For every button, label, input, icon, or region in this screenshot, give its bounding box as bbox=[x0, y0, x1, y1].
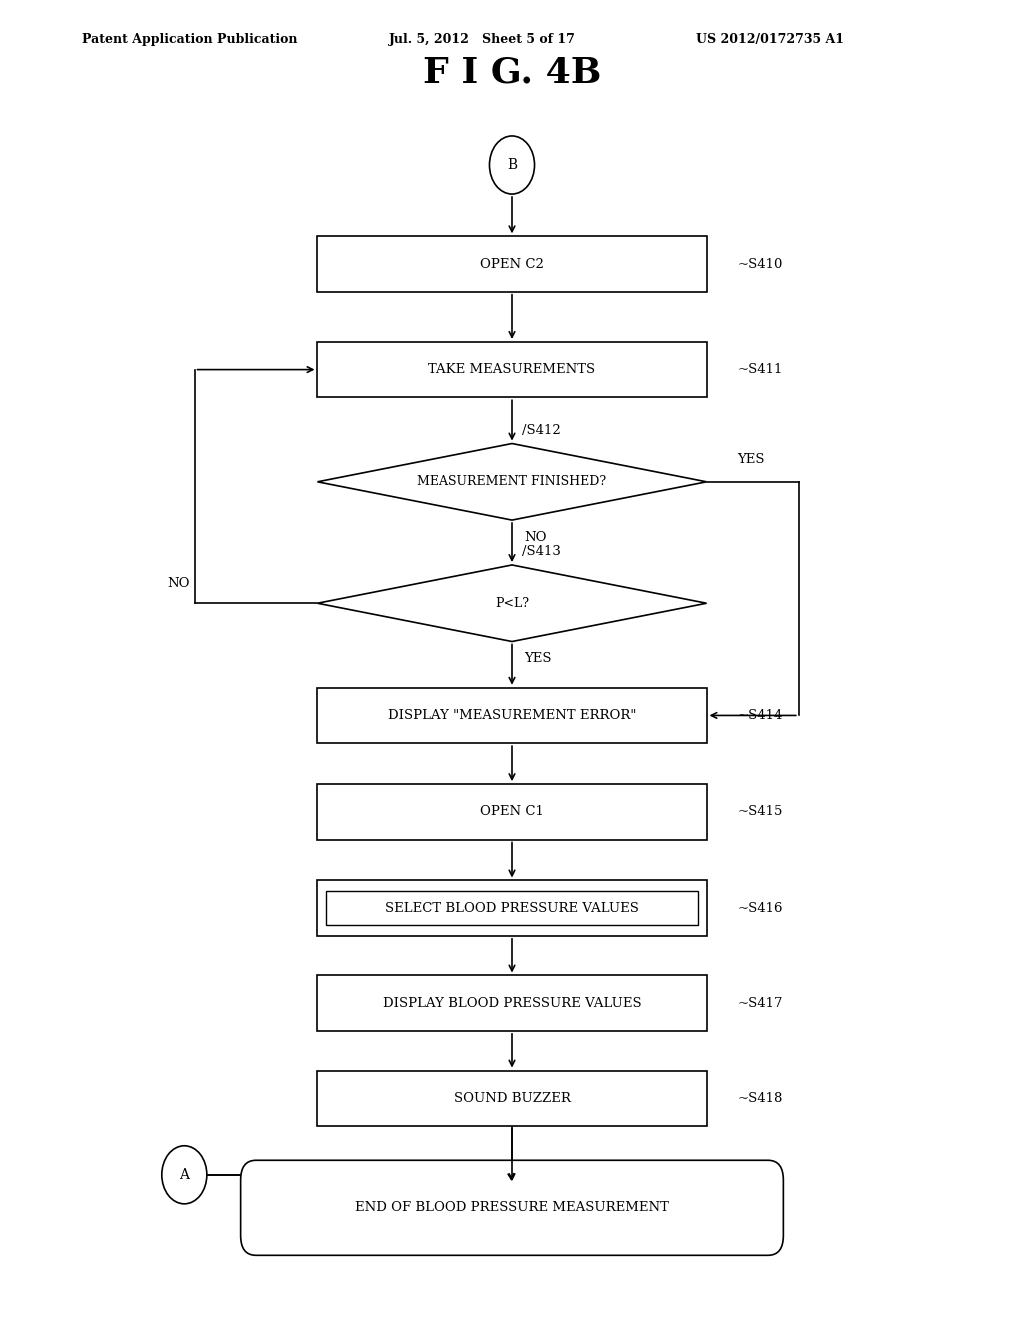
Text: SELECT BLOOD PRESSURE VALUES: SELECT BLOOD PRESSURE VALUES bbox=[385, 902, 639, 915]
FancyBboxPatch shape bbox=[317, 236, 707, 292]
Circle shape bbox=[162, 1146, 207, 1204]
FancyBboxPatch shape bbox=[317, 975, 707, 1031]
Text: YES: YES bbox=[737, 453, 765, 466]
Text: ~S410: ~S410 bbox=[737, 257, 782, 271]
Text: END OF BLOOD PRESSURE MEASUREMENT: END OF BLOOD PRESSURE MEASUREMENT bbox=[355, 1201, 669, 1214]
Text: /S412: /S412 bbox=[522, 424, 561, 437]
FancyBboxPatch shape bbox=[317, 880, 707, 936]
Text: ~S417: ~S417 bbox=[737, 997, 782, 1010]
Text: ~S416: ~S416 bbox=[737, 902, 782, 915]
Text: TAKE MEASUREMENTS: TAKE MEASUREMENTS bbox=[428, 363, 596, 376]
Text: F I G. 4B: F I G. 4B bbox=[423, 55, 601, 90]
Text: MEASUREMENT FINISHED?: MEASUREMENT FINISHED? bbox=[418, 475, 606, 488]
Text: NO: NO bbox=[524, 531, 547, 544]
Text: YES: YES bbox=[524, 652, 552, 665]
Text: /S413: /S413 bbox=[522, 545, 561, 558]
Text: Jul. 5, 2012   Sheet 5 of 17: Jul. 5, 2012 Sheet 5 of 17 bbox=[389, 33, 575, 46]
Polygon shape bbox=[317, 565, 707, 642]
Text: P<L?: P<L? bbox=[495, 597, 529, 610]
FancyBboxPatch shape bbox=[317, 784, 707, 840]
Text: ~S411: ~S411 bbox=[737, 363, 782, 376]
Text: DISPLAY BLOOD PRESSURE VALUES: DISPLAY BLOOD PRESSURE VALUES bbox=[383, 997, 641, 1010]
FancyBboxPatch shape bbox=[317, 1071, 707, 1126]
FancyBboxPatch shape bbox=[241, 1160, 783, 1255]
Text: DISPLAY "MEASUREMENT ERROR": DISPLAY "MEASUREMENT ERROR" bbox=[388, 709, 636, 722]
Text: OPEN C2: OPEN C2 bbox=[480, 257, 544, 271]
FancyBboxPatch shape bbox=[326, 891, 698, 925]
Text: A: A bbox=[179, 1168, 189, 1181]
Text: ~S414: ~S414 bbox=[737, 709, 782, 722]
FancyBboxPatch shape bbox=[317, 342, 707, 397]
Text: NO: NO bbox=[167, 577, 189, 590]
FancyBboxPatch shape bbox=[317, 688, 707, 743]
Polygon shape bbox=[317, 444, 707, 520]
Text: SOUND BUZZER: SOUND BUZZER bbox=[454, 1092, 570, 1105]
Text: OPEN C1: OPEN C1 bbox=[480, 805, 544, 818]
Text: ~S418: ~S418 bbox=[737, 1092, 782, 1105]
Text: Patent Application Publication: Patent Application Publication bbox=[82, 33, 297, 46]
Text: B: B bbox=[507, 158, 517, 172]
Text: US 2012/0172735 A1: US 2012/0172735 A1 bbox=[696, 33, 845, 46]
Circle shape bbox=[489, 136, 535, 194]
Text: ~S415: ~S415 bbox=[737, 805, 782, 818]
